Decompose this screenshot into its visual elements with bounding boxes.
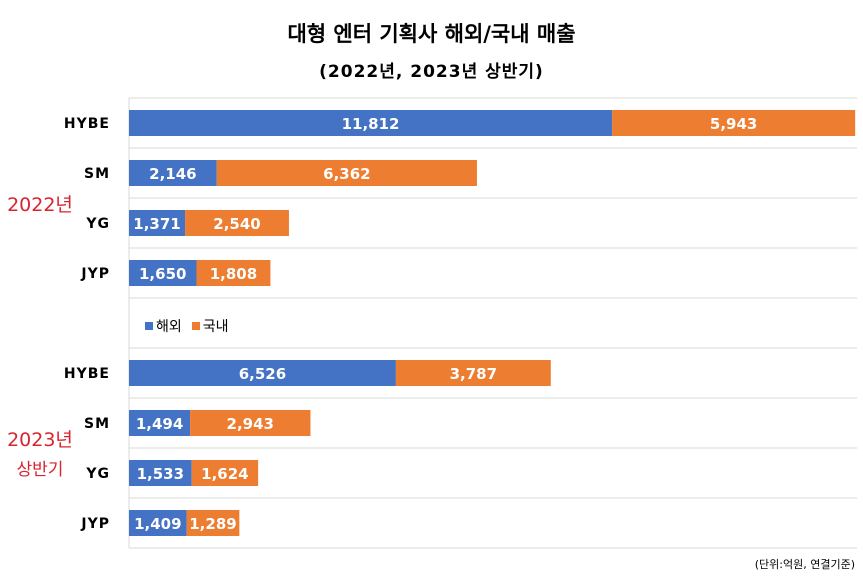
legend: 해외 국내 <box>145 316 229 336</box>
data-label-domestic-yg-2023: 1,624 <box>201 465 248 483</box>
bar-domestic-yg-2023 <box>191 460 259 486</box>
category-label-sm-2022: SM <box>84 166 110 182</box>
legend-item-domestic: 국내 <box>191 316 229 336</box>
data-label-overseas-hybe-2023: 6,526 <box>239 365 286 383</box>
data-label-overseas-yg-2023: 1,533 <box>137 465 184 483</box>
data-label-domestic-sm-2022: 6,362 <box>323 165 370 183</box>
group-label-2023: 2023년 상반기 <box>0 425 80 480</box>
category-label-sm-2023: SM <box>84 416 110 432</box>
data-label-domestic-hybe-2023: 3,787 <box>450 365 497 383</box>
data-label-overseas-jyp-2022: 1,650 <box>139 265 186 283</box>
category-label-jyp-2022: JYP <box>80 266 110 282</box>
category-label-jyp-2023: JYP <box>80 516 110 532</box>
group-label-2023-text: 2023년 <box>7 429 73 451</box>
bar-domestic-hybe-2023 <box>395 360 551 386</box>
group-label-2022-text: 2022년 <box>7 194 73 216</box>
data-label-domestic-sm-2023: 2,943 <box>227 415 274 433</box>
data-label-overseas-hybe-2022: 11,812 <box>342 115 400 133</box>
bar-domestic-sm-2023 <box>190 410 311 436</box>
bar-domestic-hybe-2022 <box>612 110 856 136</box>
data-label-domestic-jyp-2022: 1,808 <box>210 265 257 283</box>
bar-overseas-yg-2022 <box>129 210 186 236</box>
data-label-domestic-hybe-2022: 5,943 <box>710 115 757 133</box>
chart-title: 대형 엔터 기획사 해외/국내 매출 <box>287 22 576 46</box>
bar-overseas-sm-2023 <box>129 410 191 436</box>
group-label-2022: 2022년 <box>0 190 80 217</box>
legend-swatch-domestic <box>191 322 200 330</box>
bar-overseas-jyp-2022 <box>129 260 197 286</box>
bar-overseas-hybe-2022 <box>129 110 613 136</box>
bar-overseas-jyp-2023 <box>129 510 187 536</box>
unit-note: (단위:억원, 연결기준) <box>754 558 855 571</box>
bar-domestic-jyp-2023 <box>186 510 240 536</box>
category-label-hybe-2022: HYBE <box>64 116 110 132</box>
data-label-overseas-yg-2022: 1,371 <box>133 215 180 233</box>
legend-label-overseas: 해외 <box>156 319 182 335</box>
data-label-overseas-jyp-2023: 1,409 <box>134 515 181 533</box>
bar-domestic-sm-2022 <box>216 160 477 186</box>
legend-swatch-overseas <box>145 322 153 330</box>
bar-domestic-yg-2022 <box>185 210 289 236</box>
bar-overseas-sm-2022 <box>129 160 217 186</box>
category-label-hybe-2023: HYBE <box>64 366 110 382</box>
data-label-domestic-yg-2022: 2,540 <box>213 215 260 233</box>
bar-overseas-hybe-2023 <box>129 360 396 386</box>
bar-domestic-jyp-2022 <box>196 260 271 286</box>
chart-subtitle: (2022년, 2023년 상반기) <box>319 62 544 82</box>
data-label-overseas-sm-2023: 1,494 <box>136 415 183 433</box>
data-label-domestic-jyp-2023: 1,289 <box>189 515 236 533</box>
legend-label-domestic: 국내 <box>202 319 229 335</box>
group-label-2023-sub: 상반기 <box>16 460 64 480</box>
data-label-overseas-sm-2022: 2,146 <box>149 165 196 183</box>
legend-item-overseas: 해외 <box>145 316 182 336</box>
category-label-yg-2022: YG <box>85 216 110 232</box>
bar-overseas-yg-2023 <box>129 460 192 486</box>
category-label-yg-2023: YG <box>85 466 110 482</box>
